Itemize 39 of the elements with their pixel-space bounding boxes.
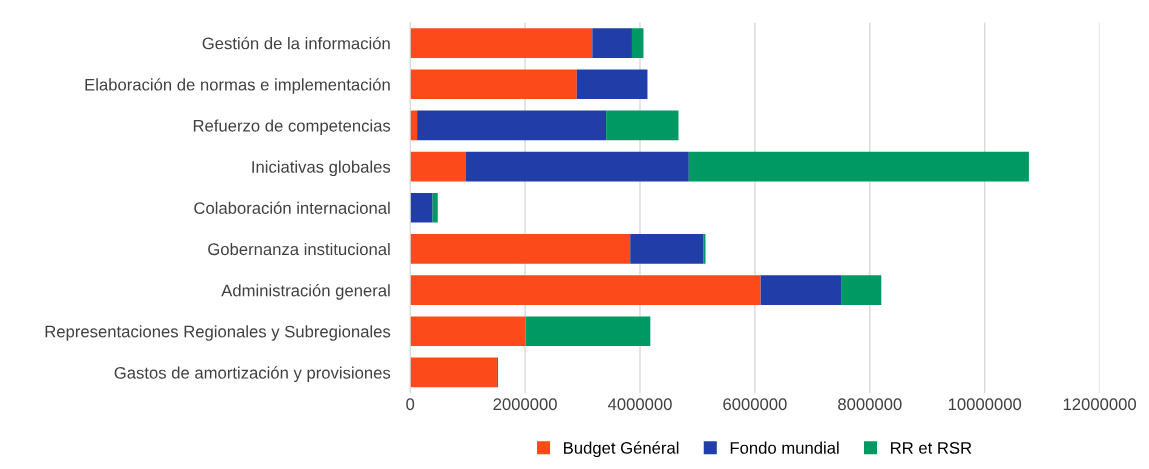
y-tick-label: Iniciativas globales [252, 160, 391, 177]
legend-label: Fondo mundial [730, 441, 839, 454]
bar [465, 151, 689, 182]
legend-label: RR et RSR [891, 442, 972, 454]
bar [576, 69, 648, 100]
bar [688, 151, 1029, 182]
x-tick-label: 0 [406, 398, 415, 411]
x-tick-label: 8000000 [838, 398, 902, 411]
bar [606, 110, 679, 141]
y-tick-label: Gobernanza institucional [208, 242, 390, 256]
bar [410, 28, 593, 58]
y-tick-label: Gastos de amortización y provisiones [114, 366, 391, 383]
y-tick-label: Elaboración de normas e implementación [85, 78, 390, 94]
bar [410, 234, 631, 264]
y-tick-label: Colaboración internacional [194, 201, 390, 214]
y-tick-label: Representaciones Regionales y Subregionales [45, 325, 391, 341]
x-tick-label: 4000000 [607, 398, 672, 411]
y-tick-label: Gestión de la información [202, 36, 390, 50]
x-tick-label: 10000000 [948, 398, 1022, 411]
bar [410, 69, 577, 100]
x-tick-label: 12000000 [1063, 398, 1137, 411]
bar [760, 275, 842, 305]
bar [417, 110, 607, 141]
bar [592, 28, 632, 58]
legend-label: Budget Général [564, 441, 679, 458]
bar [410, 316, 526, 347]
bar [432, 192, 438, 223]
bar [410, 192, 433, 223]
y-tick-label: Administración general [221, 283, 390, 300]
y-tick-label: Refuerzo de competencias [193, 119, 391, 135]
bar [410, 357, 497, 388]
bar [410, 151, 466, 182]
bar [841, 275, 882, 305]
bar [631, 28, 644, 58]
x-tick-label: 2000000 [493, 398, 557, 411]
bar [410, 275, 761, 305]
bar [525, 316, 651, 347]
bar [630, 234, 704, 264]
x-tick-label: 6000000 [723, 398, 787, 411]
